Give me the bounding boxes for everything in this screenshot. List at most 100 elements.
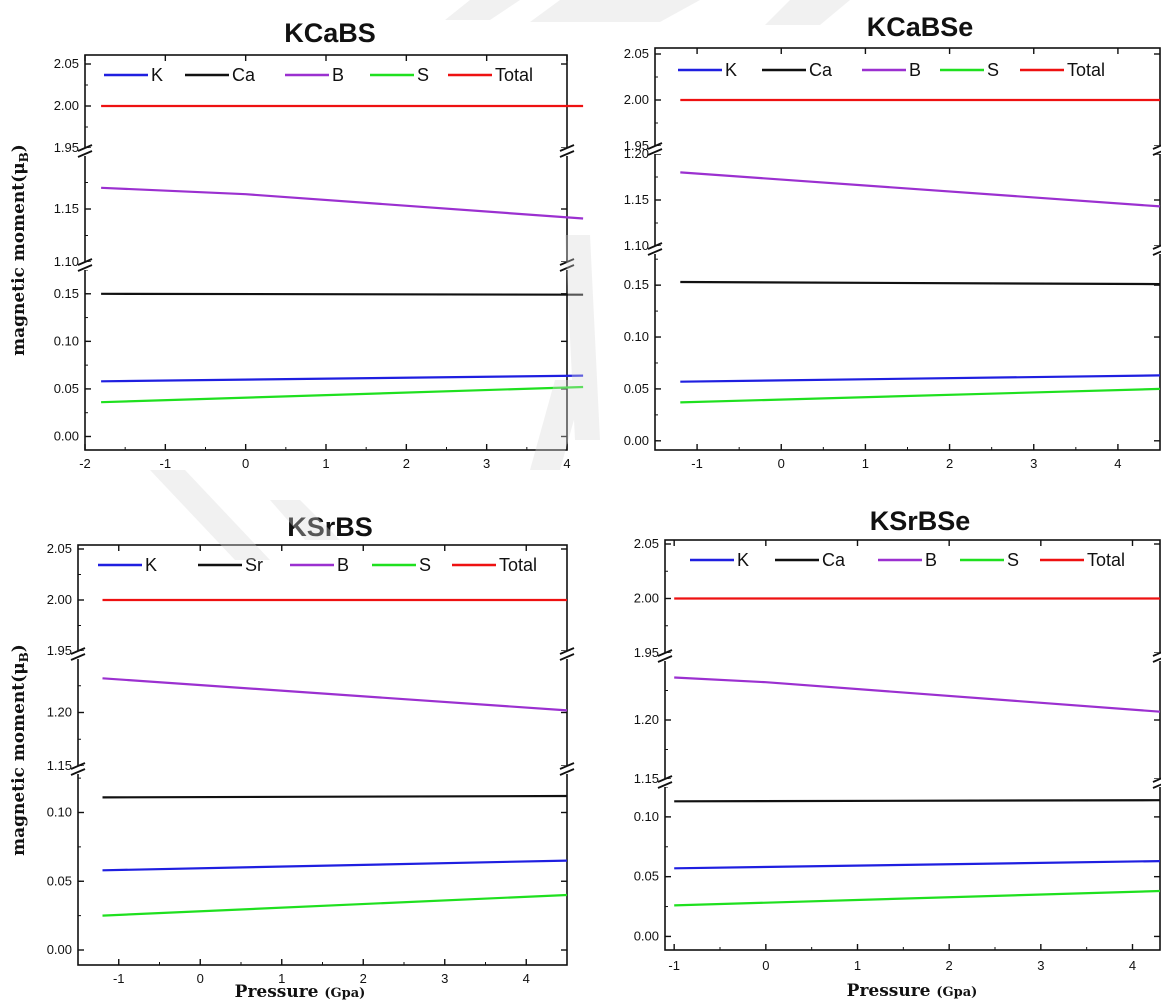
axis-break-mark: [559, 647, 575, 655]
y-tick-label: 2.05: [47, 541, 72, 556]
y-tick-label: 1.15: [634, 771, 659, 786]
y-tick-label: 1.20: [47, 705, 72, 720]
axis-break-gap: [1154, 146, 1161, 154]
legend-label-b: B: [337, 555, 349, 575]
axis-break-gap: [1154, 246, 1161, 254]
axis-break-mark: [559, 768, 575, 776]
x-tick-label: 0: [762, 958, 769, 973]
axis-break-mark: [559, 144, 575, 152]
y-tick-label: 1.15: [54, 201, 79, 216]
axis-break-gap: [561, 651, 573, 659]
axis-break-gap: [659, 653, 671, 661]
legend-label-b: B: [925, 550, 937, 570]
series-line-k: [102, 859, 568, 872]
legend-label-ca: Ca: [809, 60, 833, 80]
x-axis-title: Pressure (Gpa): [235, 982, 366, 1002]
legend-label-total: Total: [495, 65, 533, 85]
x-tick-label: 2: [946, 456, 953, 471]
x-tick-label: 0: [242, 456, 249, 471]
y-tick-label: 0.10: [634, 809, 659, 824]
series-line-ca: [101, 292, 584, 296]
legend-label-s: S: [1007, 550, 1019, 570]
axis-break-mark: [1152, 250, 1161, 256]
y-tick-label: 1.95: [624, 138, 649, 153]
axis-break-mark: [559, 150, 575, 158]
series-line-ca: [674, 799, 1161, 803]
plot-frame: [664, 539, 1161, 951]
axis-break-mark: [657, 649, 673, 657]
series-line-sr: [102, 794, 568, 799]
axis-break-mark: [1152, 777, 1161, 783]
x-tick-label: 4: [563, 456, 570, 471]
legend-label-k: K: [737, 550, 749, 570]
y-tick-label: 0.05: [54, 381, 79, 396]
legend-label-total: Total: [1087, 550, 1125, 570]
chart-panel-kcabse: KCaBSe 2.05 2.00 1.951.20 1.15 1.10 0.15 0.10 0.…: [624, 12, 1161, 471]
x-tick-label: 3: [1037, 958, 1044, 973]
x-tick-label: -1: [668, 958, 680, 973]
axis-break-mark: [1152, 144, 1161, 150]
y-tick-label: 1.95: [47, 643, 72, 658]
x-tick-label: 3: [1030, 456, 1037, 471]
y-axis-title: magnetic moment(μB): [9, 144, 31, 356]
x-tick-label: 1: [322, 456, 329, 471]
plot-frame: [77, 544, 568, 966]
series-line-s: [680, 387, 1161, 404]
series-line-k: [680, 374, 1161, 383]
chart-title: KCaBS: [284, 18, 376, 48]
legend-label-ca: Ca: [822, 550, 846, 570]
plot-frame: [654, 47, 1161, 451]
y-tick-label: 1.10: [54, 254, 79, 269]
y-tick-label: 0.10: [47, 805, 72, 820]
axis-break-mark: [657, 775, 673, 783]
axis-break-mark: [559, 264, 575, 272]
axis-break-gap: [79, 148, 91, 156]
axis-break-mark: [77, 264, 93, 272]
x-tick-label: -1: [691, 456, 703, 471]
axis-break-gap: [659, 779, 671, 787]
x-tick-label: 1: [278, 971, 285, 986]
chart-panel-ksrbse: KSrBSe 2.05 2.00 1.95 1.20 1.15 0.10 0.05 0.00 -1…: [634, 506, 1161, 973]
chart-title: KSrBS: [287, 512, 373, 542]
y-tick-label: 0.10: [54, 333, 79, 348]
x-tick-label: 4: [1129, 958, 1136, 973]
series-line-b: [102, 677, 568, 712]
x-tick-label: 0: [197, 971, 204, 986]
y-tick-label: 0.00: [47, 942, 72, 957]
axis-break-gap: [79, 262, 91, 270]
series-line-s: [101, 385, 584, 404]
series-line-k: [674, 860, 1161, 870]
legend-label-total: Total: [499, 555, 537, 575]
y-tick-label: 0.00: [54, 428, 79, 443]
axis-break-mark: [1152, 244, 1161, 250]
series-line-s: [102, 893, 568, 917]
axis-break-mark: [77, 150, 93, 158]
axis-break-gap: [649, 246, 661, 254]
legend-label-b: B: [332, 65, 344, 85]
legend-label-sr: Sr: [245, 555, 263, 575]
y-tick-label: 2.05: [624, 46, 649, 61]
axis-break-gap: [561, 766, 573, 774]
legend-label-k: K: [145, 555, 157, 575]
series-line-b: [674, 676, 1161, 713]
y-tick-label: 2.05: [54, 56, 79, 71]
series-line-b: [101, 186, 584, 220]
x-tick-label: 3: [483, 456, 490, 471]
y-tick-label: 2.00: [47, 592, 72, 607]
y-tick-label: 1.95: [54, 140, 79, 155]
x-tick-label: 2: [946, 958, 953, 973]
legend-label-ca: Ca: [232, 65, 256, 85]
series-line-ca: [680, 280, 1161, 286]
y-tick-label: 0.15: [54, 286, 79, 301]
y-tick-label: 0.15: [624, 277, 649, 292]
axis-break-gap: [1154, 653, 1161, 661]
axis-break-mark: [647, 142, 663, 150]
y-tick-label: 1.95: [634, 645, 659, 660]
x-tick-label: 2: [403, 456, 410, 471]
axis-break-mark: [1152, 657, 1161, 663]
legend-label-s: S: [417, 65, 429, 85]
axis-break-mark: [70, 647, 86, 655]
axis-break-gap: [649, 146, 661, 154]
